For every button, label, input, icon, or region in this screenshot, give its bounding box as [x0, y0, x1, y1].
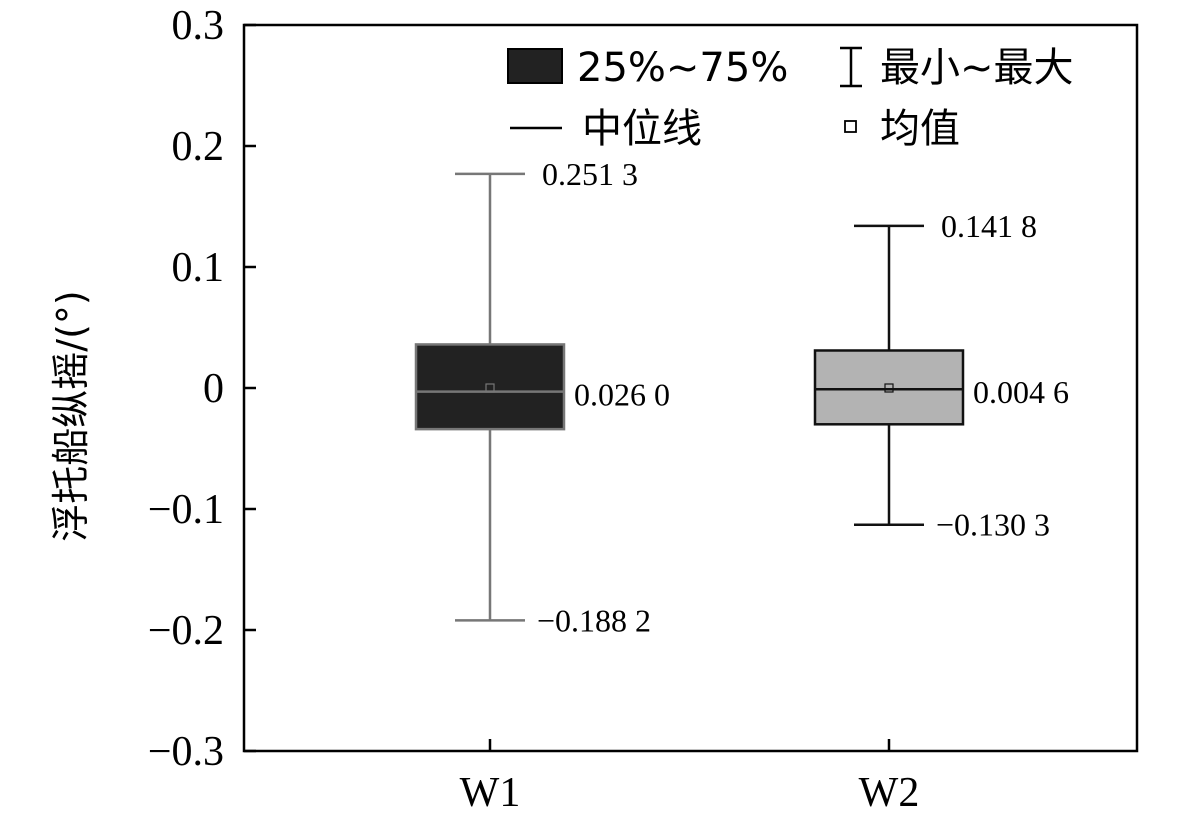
min-label: −0.188 2 — [537, 602, 651, 638]
x-tick-label: W2 — [859, 770, 920, 816]
mean-marker — [485, 383, 495, 393]
legend: 25%~75% 最小~最大 中位线 均值 — [507, 45, 1074, 152]
max-label: 0.141 8 — [941, 208, 1037, 244]
min-label: −0.130 3 — [936, 507, 1050, 543]
x-tick-label: W1 — [460, 770, 521, 816]
max-label: 0.251 3 — [542, 156, 638, 192]
legend-box-label: 25%~75% — [577, 45, 788, 91]
box-w2: 0.141 8 0.004 6 −0.130 3 — [813, 208, 1069, 543]
mid-label: 0.026 0 — [574, 377, 670, 413]
box-series: 0.251 3 0.026 0 −0.188 2 0.141 8 0.004 6 −0.1… — [414, 156, 1069, 638]
y-tick-label: 0 — [203, 366, 224, 412]
y-tick-label: −0.1 — [148, 487, 224, 533]
legend-box-swatch — [507, 48, 563, 84]
legend-whisker-label: 最小~最大 — [880, 45, 1074, 91]
y-axis: 0.3 0.2 0.1 0 −0.1 −0.2 −0.3 — [148, 3, 256, 775]
legend-whisker-swatch — [840, 46, 862, 88]
x-axis: W1 W2 — [460, 739, 920, 816]
legend-mean-swatch — [844, 120, 857, 133]
y-tick-label: 0.2 — [172, 124, 225, 170]
mid-label: 0.004 6 — [973, 374, 1069, 410]
box-w1: 0.251 3 0.026 0 −0.188 2 — [414, 156, 670, 638]
mean-marker — [884, 383, 894, 393]
y-tick-label: 0.1 — [172, 245, 225, 291]
y-tick-label: 0.3 — [172, 3, 225, 49]
y-tick-label: −0.3 — [148, 729, 224, 775]
iqr-box — [813, 349, 965, 426]
y-tick-label: −0.2 — [148, 608, 224, 654]
legend-median-label: 中位线 — [582, 106, 702, 152]
iqr-box — [414, 343, 566, 431]
legend-mean-label: 均值 — [880, 106, 960, 152]
y-axis-title: 浮托船纵摇/(°) — [49, 290, 93, 541]
